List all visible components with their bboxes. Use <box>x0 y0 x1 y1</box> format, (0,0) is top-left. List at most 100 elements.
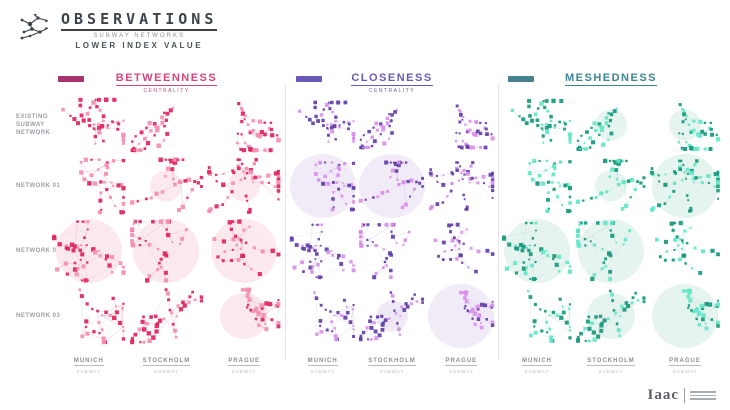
city-name: MUNICH <box>73 358 104 366</box>
section-divider <box>285 85 286 360</box>
network-graph <box>575 158 646 211</box>
network-graph <box>129 157 203 212</box>
network-graph <box>313 160 356 212</box>
highlight-circle <box>595 170 627 202</box>
network-cell <box>648 154 722 218</box>
network-graph <box>576 289 646 343</box>
network-grid <box>50 95 283 347</box>
network-graph <box>212 219 281 277</box>
network-graph <box>510 98 573 144</box>
network-graph <box>433 222 495 274</box>
network-cell <box>205 285 283 347</box>
city-munich: MUNICH SUBWAY <box>500 349 574 374</box>
network-cell <box>427 155 496 217</box>
city-name: MUNICH <box>522 358 552 366</box>
logo-text: Iaac <box>647 387 679 403</box>
network-cell <box>648 284 722 348</box>
section-closeness: CLOSENESS CENTRALITY MUNICH SUBWAY STOCKH… <box>288 66 496 386</box>
network-graph <box>458 290 495 330</box>
network-cell <box>574 95 648 155</box>
section-header: CLOSENESS CENTRALITY <box>288 66 496 95</box>
row-label-network-03: NETWORK 03 <box>16 313 61 319</box>
city-munich: MUNICH SUBWAY <box>50 349 128 374</box>
section-meshedness: MESHEDNESS MUNICH SUBWAY STOCKHOLM SUBWAY … <box>500 66 722 386</box>
city-name: PRAGUE <box>445 358 478 366</box>
network-graph <box>677 103 721 152</box>
network-cell <box>50 95 128 155</box>
city-stockholm: STOCKHOLM SUBWAY <box>574 349 648 374</box>
network-graph <box>527 289 572 343</box>
legend-color-bar <box>58 76 84 82</box>
network-graph <box>359 291 425 342</box>
city-sublabel: SUBWAY <box>231 369 257 374</box>
city-munich: MUNICH SUBWAY <box>288 349 357 374</box>
network-cell <box>574 285 648 347</box>
network-icon <box>20 13 49 40</box>
network-cell <box>205 217 283 285</box>
network-graph <box>78 288 126 345</box>
city-stockholm: STOCKHOLM SUBWAY <box>128 349 206 374</box>
city-name: MUNICH <box>307 358 338 366</box>
network-cell <box>128 155 206 217</box>
network-cell <box>427 217 496 285</box>
network-cell <box>288 285 357 347</box>
network-cell <box>357 285 426 347</box>
network-cell <box>128 217 206 285</box>
city-sublabel: SUBWAY <box>76 369 102 374</box>
network-cell <box>288 95 357 155</box>
network-graph <box>289 223 356 280</box>
network-cell <box>128 285 206 347</box>
city-name: PRAGUE <box>228 358 260 366</box>
network-graph <box>501 221 573 281</box>
network-graph <box>454 104 495 150</box>
network-graph <box>359 108 399 150</box>
city-sublabel: SUBWAY <box>598 369 624 374</box>
network-graph <box>298 100 356 143</box>
highlight-circle <box>652 154 718 218</box>
network-cell <box>648 95 722 155</box>
row-label-existing: EXISTING SUBWAY NETWORK <box>16 114 51 136</box>
page-subtitle: SUBWAY NETWORKS <box>93 33 185 39</box>
legend-color-bar <box>508 76 534 82</box>
network-graph <box>61 97 126 145</box>
network-graph <box>129 219 188 283</box>
highlight-circle <box>652 284 718 348</box>
section-header: MESHEDNESS <box>500 66 722 95</box>
network-graph <box>313 291 356 342</box>
section-title: MESHEDNESS <box>564 72 658 86</box>
city-stockholm: STOCKHOLM SUBWAY <box>357 349 426 374</box>
city-labels: MUNICH SUBWAY STOCKHOLM SUBWAY PRAGUE SUBWA… <box>288 349 496 374</box>
legend-color-bar <box>296 76 322 82</box>
city-prague: PRAGUE SUBWAY <box>648 349 722 374</box>
highlight-circle <box>358 154 425 218</box>
brand-header: OBSERVATIONS SUBWAY NETWORKS LOWER INDEX… <box>18 10 218 50</box>
network-cell <box>500 285 574 347</box>
network-cell <box>288 154 357 218</box>
network-graph <box>129 288 203 345</box>
city-sublabel: SUBWAY <box>153 369 179 374</box>
network-cell <box>427 284 496 348</box>
section-betweenness: BETWEENNESS CENTRALITY MUNICH SUBWAY STOC… <box>50 66 283 386</box>
row-labels: EXISTING SUBWAY NETWORK NETWORK 01 NETWO… <box>16 95 62 347</box>
city-name: STOCKHOLM <box>587 358 635 366</box>
network-cell <box>50 155 128 217</box>
section-title: BETWEENNESS <box>115 72 218 86</box>
network-graph <box>575 220 632 282</box>
highlight-circle <box>150 170 183 202</box>
city-sublabel: SUBWAY <box>448 369 474 374</box>
city-name: STOCKHOLM <box>142 358 191 366</box>
network-graph <box>130 106 174 153</box>
city-sublabel: SUBWAY <box>672 369 698 374</box>
network-cell <box>500 155 574 217</box>
city-sublabel: SUBWAY <box>524 369 550 374</box>
city-labels: MUNICH SUBWAY STOCKHOLM SUBWAY PRAGUE SUBWA… <box>500 349 722 374</box>
city-name: STOCKHOLM <box>368 358 416 366</box>
network-graph <box>650 159 720 213</box>
network-cell <box>128 95 206 155</box>
highlight-circle <box>428 284 495 348</box>
logo-text-lines <box>690 389 716 402</box>
section-subtitle: CENTRALITY <box>143 88 190 94</box>
network-cell <box>50 217 128 285</box>
network-grid <box>288 95 496 348</box>
